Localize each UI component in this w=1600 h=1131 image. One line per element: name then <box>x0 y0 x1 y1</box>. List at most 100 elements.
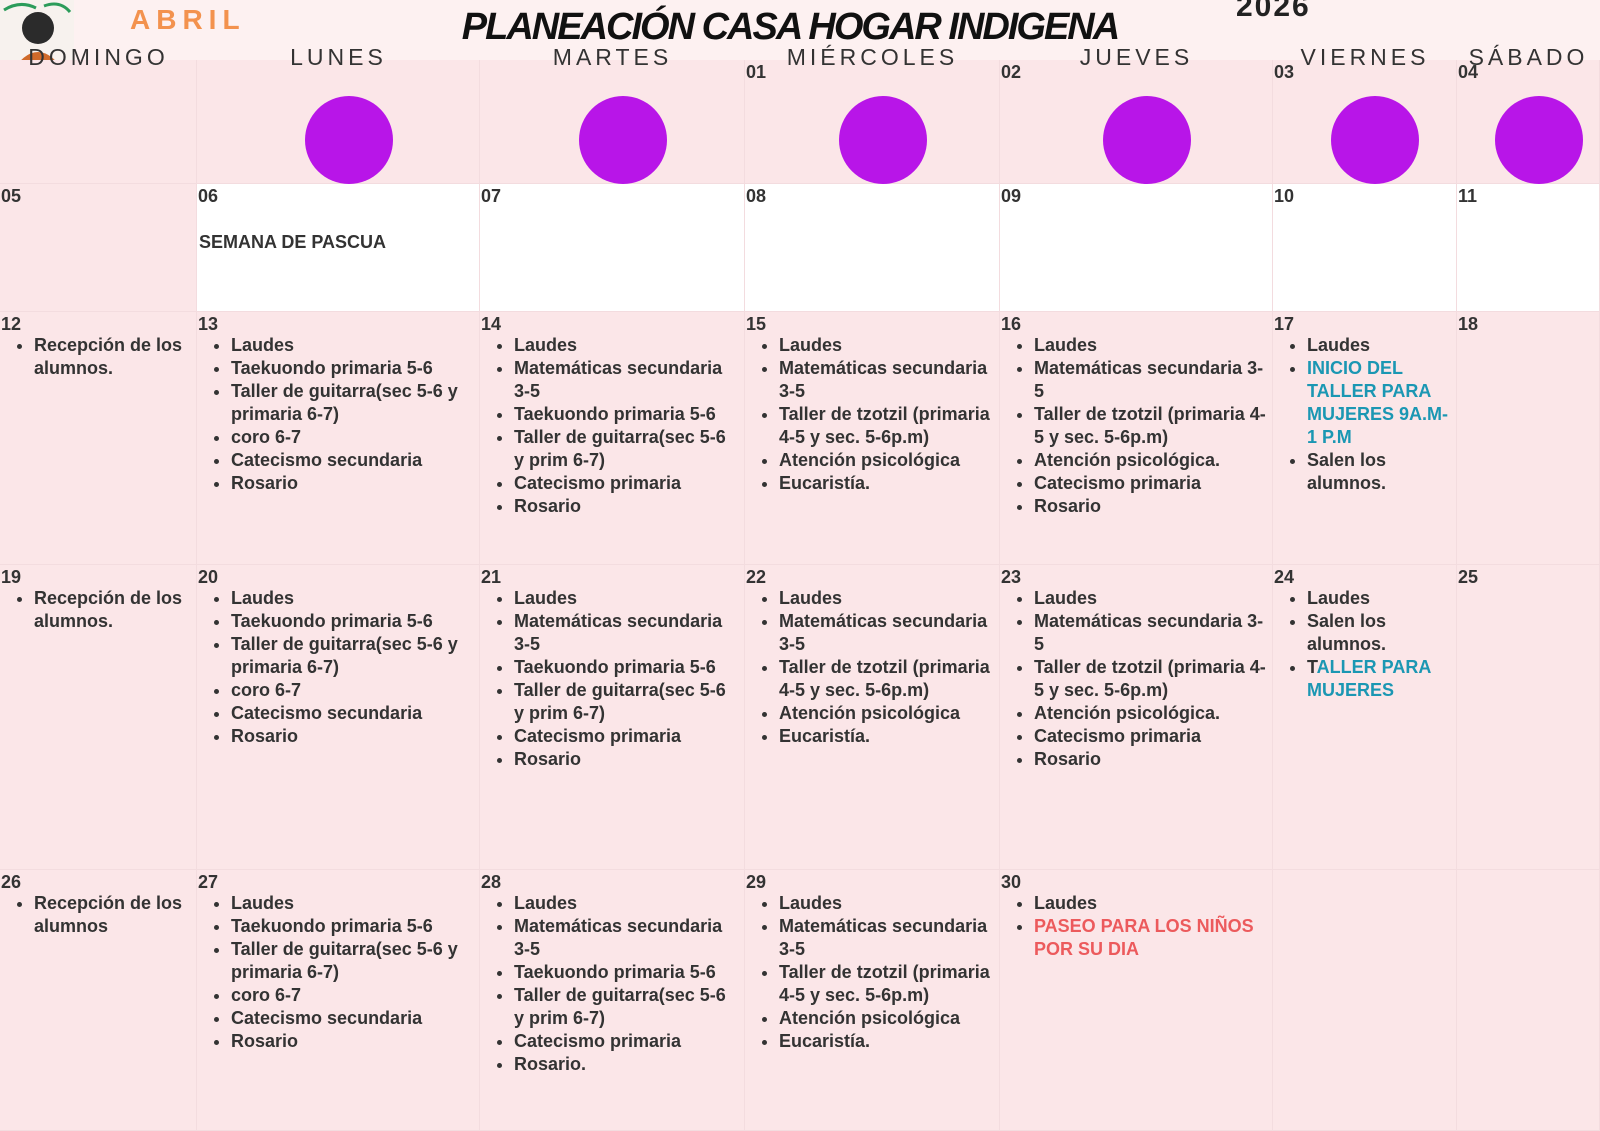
day-number: 09 <box>1001 186 1022 206</box>
day-number: 22 <box>746 567 767 587</box>
day-cell: 10 <box>1273 184 1457 312</box>
activity: Rosario. <box>514 1053 740 1076</box>
activity: Rosario <box>514 748 740 771</box>
activity: Laudes <box>514 334 740 357</box>
day-cell <box>197 60 480 184</box>
day-number: 14 <box>481 314 502 334</box>
activity: Taller de guitarra(sec 5-6 y prim 6-7) <box>514 426 740 472</box>
header-band <box>0 0 1600 60</box>
activity: Laudes <box>1307 587 1452 610</box>
activity-list: LaudesTaekuondo primaria 5-6Taller de gu… <box>197 587 475 748</box>
activity: Catecismo primaria <box>514 1030 740 1053</box>
activity: Matemáticas secundaria 3-5 <box>779 610 995 656</box>
activity: Taller de guitarra(sec 5-6 y primaria 6-… <box>231 380 475 426</box>
day-cell: 05 <box>0 184 197 312</box>
day-cell: 16LaudesMatemáticas secundaria 3-5Taller… <box>1000 312 1273 565</box>
logo-head <box>22 12 54 44</box>
day-number: 25 <box>1458 567 1479 587</box>
day-cell: 18 <box>1457 312 1600 565</box>
activity: Atención psicológica <box>779 1007 995 1030</box>
activity: coro 6-7 <box>231 679 475 702</box>
day-number: 30 <box>1001 872 1022 892</box>
day-number: 11 <box>1458 186 1478 206</box>
day-cell: 12 Recepción de los alumnos. <box>0 312 197 565</box>
day-number: 07 <box>481 186 502 206</box>
marker-circle <box>838 96 927 184</box>
year: 2026 <box>1236 0 1311 23</box>
activity-list: LaudesTaekuondo primaria 5-6Taller de gu… <box>197 892 475 1053</box>
day-number: 08 <box>746 186 767 206</box>
day-cell <box>1273 870 1457 1131</box>
activity: Rosario <box>231 472 475 495</box>
activity: Matemáticas secundaria 3-5 <box>779 915 995 961</box>
day-number: 16 <box>1001 314 1022 334</box>
day-number: 21 <box>481 567 502 587</box>
activity: Taller de guitarra(sec 5-6 y prim 6-7) <box>514 984 740 1030</box>
activity: Laudes <box>779 587 995 610</box>
activity-part: T <box>1307 657 1317 677</box>
day-number: 15 <box>746 314 767 334</box>
marker-circle <box>1102 96 1191 184</box>
day-cell: 03 <box>1273 60 1457 184</box>
activity: Recepción de los alumnos. <box>34 587 192 633</box>
day-number: 18 <box>1458 314 1479 334</box>
weekday: LUNES <box>290 44 387 70</box>
title: PLANEACIÓN CASA HOGAR INDIGENA <box>461 6 1120 48</box>
day-number: 05 <box>1 186 22 206</box>
activity-list: Recepción de los alumnos. <box>0 334 192 380</box>
day-cell: 07 <box>480 184 745 312</box>
activity: Atención psicológica. <box>1034 702 1268 725</box>
weekday: VIERNES <box>1300 44 1430 70</box>
day-cell: 04 <box>1457 60 1600 184</box>
day-cell: 17LaudesINICIO DEL TALLER PARA MUJERES 9… <box>1273 312 1457 565</box>
activity: INICIO DEL TALLER PARA MUJERES 9A.M- 1 P… <box>1307 357 1452 449</box>
day-cell: 06 SEMANA DE PASCUA <box>197 184 480 312</box>
activity-list: LaudesSalen los alumnos.TALLER PARA MUJE… <box>1273 587 1452 702</box>
activity-list: LaudesMatemáticas secundaria 3-5Taller d… <box>745 334 995 495</box>
activity: Matemáticas secundaria 3-5 <box>514 357 740 403</box>
day-number: 01 <box>746 62 767 82</box>
day-cell: 20LaudesTaekuondo primaria 5-6Taller de … <box>197 565 480 870</box>
activity: Taekuondo primaria 5-6 <box>514 961 740 984</box>
day-cell: 24LaudesSalen los alumnos.TALLER PARA MU… <box>1273 565 1457 870</box>
activity: Atención psicológica <box>779 702 995 725</box>
activity-list: Recepción de los alumnos. <box>0 587 192 633</box>
day-number: 12 <box>1 314 22 334</box>
activity: Laudes <box>1034 587 1268 610</box>
day-cell: 28LaudesMatemáticas secundaria 3-5Taekuo… <box>480 870 745 1131</box>
activity: Taller de tzotzil (primaria 4-5 y sec. 5… <box>1034 656 1268 702</box>
day-cell: 29LaudesMatemáticas secundaria 3-5Taller… <box>745 870 1000 1131</box>
activity: Taekuondo primaria 5-6 <box>231 357 475 380</box>
day-number: 13 <box>198 314 219 334</box>
activity: Laudes <box>1307 334 1452 357</box>
day-cell <box>0 60 197 184</box>
activity: Laudes <box>231 587 475 610</box>
day-number: 10 <box>1274 186 1295 206</box>
day-number: 29 <box>746 872 767 892</box>
weekday: MIÉRCOLES <box>786 44 959 70</box>
day-cell: 11 <box>1457 184 1600 312</box>
activity-list: LaudesMatemáticas secundaria 3-5Taekuond… <box>480 587 740 771</box>
activity: Laudes <box>514 892 740 915</box>
activity: coro 6-7 <box>231 426 475 449</box>
activity: Taller de tzotzil (primaria 4-5 y sec. 5… <box>1034 403 1268 449</box>
weekday: DOMINGO <box>28 44 169 70</box>
day-number: 03 <box>1274 62 1295 82</box>
activity-list: LaudesTaekuondo primaria 5-6Taller de gu… <box>197 334 475 495</box>
activity: Catecismo primaria <box>1034 472 1268 495</box>
activity: Eucaristía. <box>779 1030 995 1053</box>
day-number: 06 <box>198 186 219 206</box>
activity: Rosario <box>231 1030 475 1053</box>
activity-list: LaudesPASEO PARA LOS NIÑOS POR SU DIA <box>1000 892 1268 961</box>
activity: Atención psicológica <box>779 449 995 472</box>
activity: Rosario <box>514 495 740 518</box>
activity-highlight: INICIO DEL TALLER PARA MUJERES 9A.M- 1 P… <box>1307 358 1449 447</box>
day-number: 20 <box>198 567 219 587</box>
activity: Eucaristía. <box>779 472 995 495</box>
day-cell: 08 <box>745 184 1000 312</box>
day-number: 26 <box>1 872 22 892</box>
marker-circle <box>578 96 667 184</box>
day-cell: 23LaudesMatemáticas secundaria 3-5Taller… <box>1000 565 1273 870</box>
day-cell: 21LaudesMatemáticas secundaria 3-5Taekuo… <box>480 565 745 870</box>
day-cell: 27LaudesTaekuondo primaria 5-6Taller de … <box>197 870 480 1131</box>
